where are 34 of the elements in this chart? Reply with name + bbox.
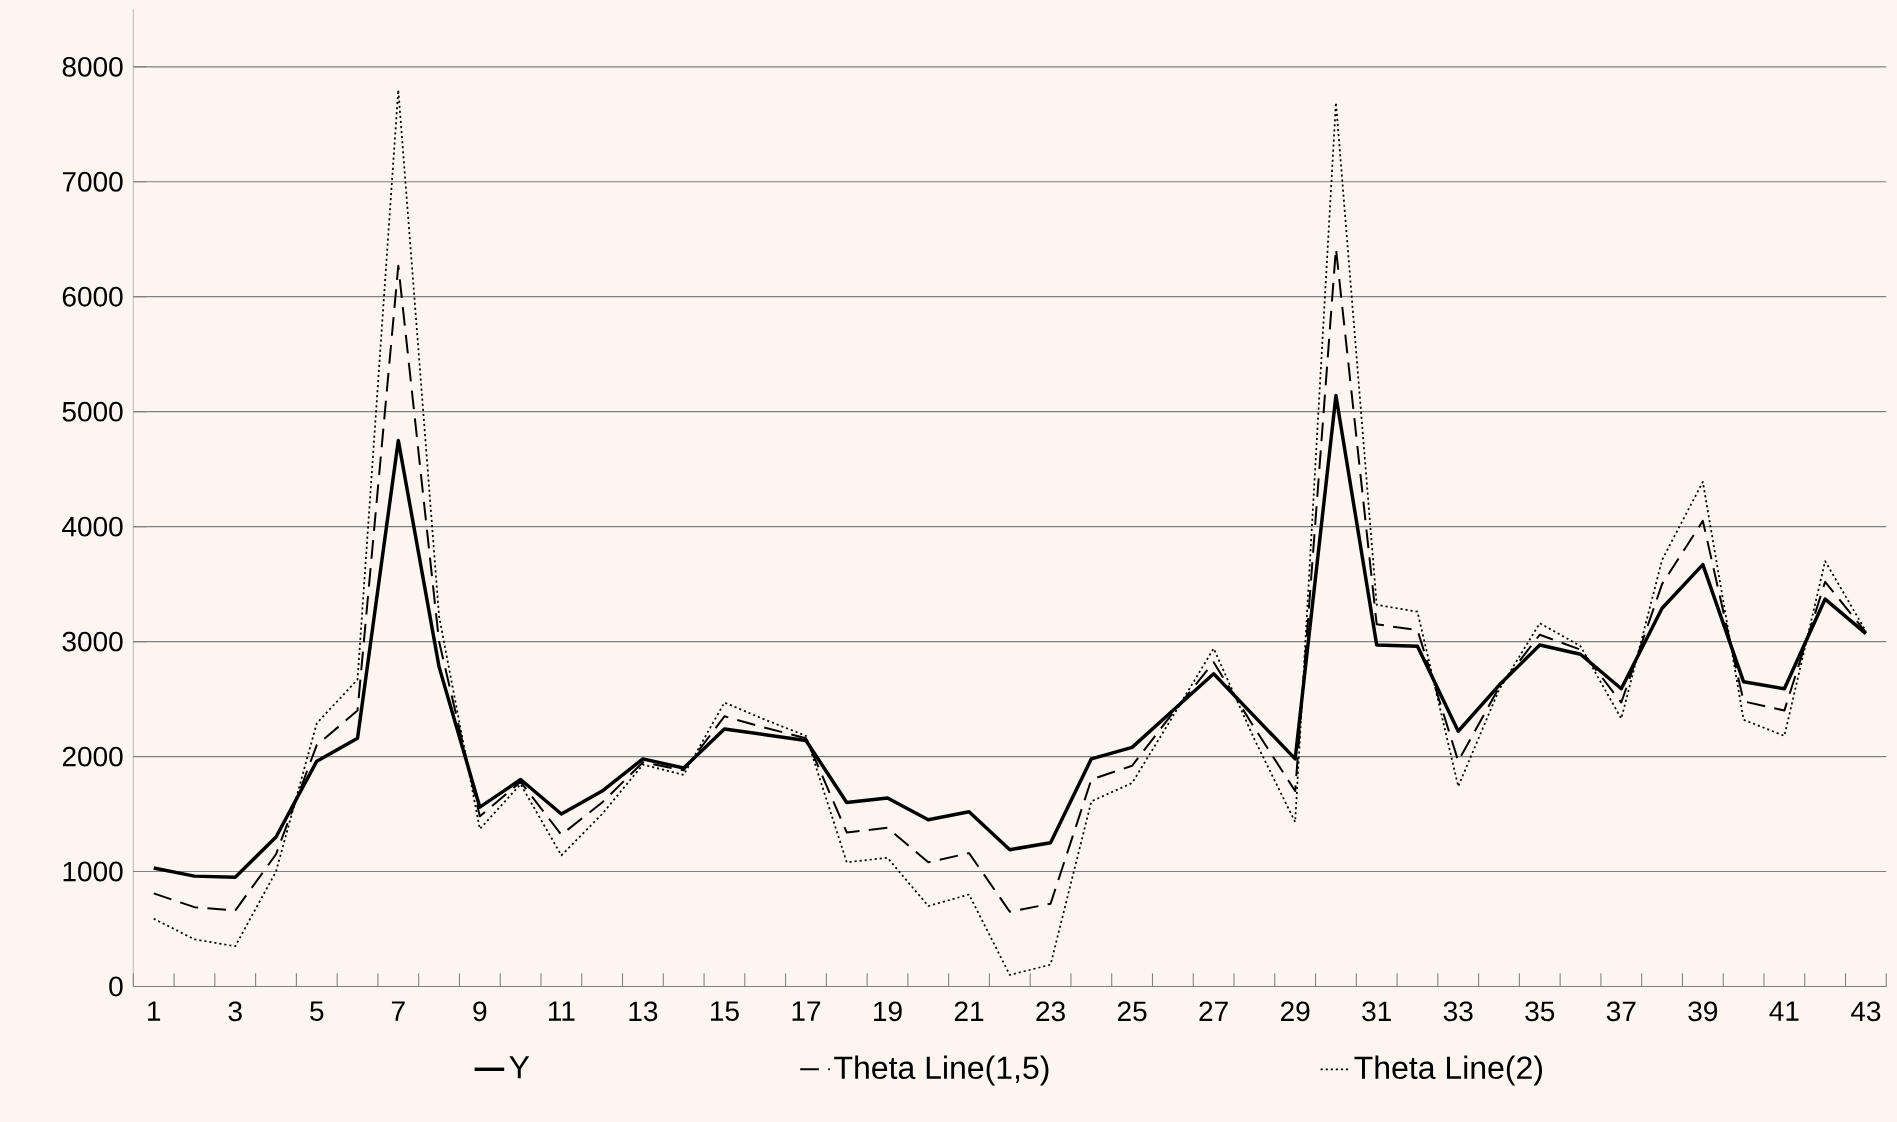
y-tick-label: 5000 <box>62 401 123 422</box>
y-tick-label: 4000 <box>62 516 123 537</box>
x-tick-label: 7 <box>391 1001 405 1021</box>
x-tick-label: 29 <box>1281 1001 1310 1022</box>
legend-label: Theta Line(1,5) <box>834 1055 1049 1086</box>
x-tick-label: 9 <box>473 1001 487 1022</box>
x-tick-label: 39 <box>1688 1001 1718 1022</box>
x-tick-label: 41 <box>1769 1001 1799 1021</box>
x-tick-label: 33 <box>1443 1001 1473 1022</box>
x-tick-label: 3 <box>228 1001 242 1022</box>
x-tick-label: 35 <box>1525 1001 1555 1022</box>
y-tick-label: 1000 <box>63 861 123 882</box>
x-tick-label: 43 <box>1850 1001 1881 1022</box>
y-tick-label: 3000 <box>62 631 123 652</box>
x-tick-label: 19 <box>874 1001 902 1022</box>
y-tick-label: 8000 <box>62 56 123 77</box>
legend-label: Theta Line(2) <box>1354 1055 1542 1086</box>
y-tick-label: 2000 <box>62 746 123 767</box>
x-tick-label: 21 <box>954 1001 984 1021</box>
y-tick-label: 0 <box>109 976 123 997</box>
x-tick-label: 11 <box>548 1001 575 1021</box>
x-tick-label: 15 <box>711 1001 739 1021</box>
x-tick-label: 5 <box>310 1001 324 1021</box>
x-tick-label: 23 <box>1036 1001 1065 1022</box>
x-tick-label: 31 <box>1362 1001 1391 1022</box>
x-tick-label: 27 <box>1199 1001 1228 1021</box>
legend-label: Y <box>509 1055 530 1078</box>
x-tick-label: 25 <box>1117 1001 1147 1022</box>
y-tick-label: 7000 <box>62 171 123 192</box>
y-tick-label: 6000 <box>62 286 123 307</box>
x-tick-label: 17 <box>792 1001 821 1021</box>
x-tick-label: 37 <box>1606 1001 1636 1022</box>
x-tick-label: 13 <box>629 1001 658 1022</box>
x-tick-label: 1 <box>148 1001 161 1021</box>
